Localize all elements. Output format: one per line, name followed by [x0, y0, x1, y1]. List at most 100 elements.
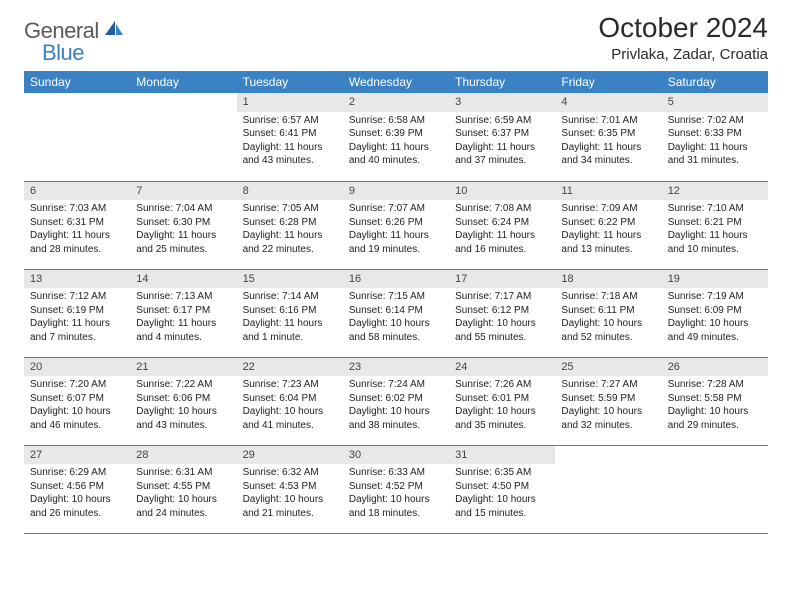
calendar-day-cell: 5Sunrise: 7:02 AMSunset: 6:33 PMDaylight… — [662, 93, 768, 181]
day-number: 5 — [662, 93, 768, 112]
calendar-day-cell: 1Sunrise: 6:57 AMSunset: 6:41 PMDaylight… — [237, 93, 343, 181]
sunset-line: Sunset: 6:19 PM — [30, 304, 124, 318]
calendar-day-cell: 3Sunrise: 6:59 AMSunset: 6:37 PMDaylight… — [449, 93, 555, 181]
weekday-header: Friday — [555, 71, 661, 93]
brand-name-b: Blue — [42, 40, 84, 65]
calendar-day-cell: 23Sunrise: 7:24 AMSunset: 6:02 PMDayligh… — [343, 357, 449, 445]
calendar-week-row: 1Sunrise: 6:57 AMSunset: 6:41 PMDaylight… — [24, 93, 768, 181]
sunset-line: Sunset: 6:22 PM — [561, 216, 655, 230]
sunset-line: Sunset: 6:16 PM — [243, 304, 337, 318]
calendar-day-cell: 28Sunrise: 6:31 AMSunset: 4:55 PMDayligh… — [130, 445, 236, 533]
weekday-header: Wednesday — [343, 71, 449, 93]
daylight-line: Daylight: 10 hours and 38 minutes. — [349, 405, 443, 432]
sunset-line: Sunset: 4:53 PM — [243, 480, 337, 494]
weekday-header: Monday — [130, 71, 236, 93]
calendar-week-row: 20Sunrise: 7:20 AMSunset: 6:07 PMDayligh… — [24, 357, 768, 445]
day-details: Sunrise: 7:14 AMSunset: 6:16 PMDaylight:… — [237, 288, 343, 348]
day-details: Sunrise: 6:57 AMSunset: 6:41 PMDaylight:… — [237, 112, 343, 172]
sunrise-line: Sunrise: 7:14 AM — [243, 290, 337, 304]
day-number: 3 — [449, 93, 555, 112]
day-number: 30 — [343, 446, 449, 465]
sunrise-line: Sunrise: 7:08 AM — [455, 202, 549, 216]
sunrise-line: Sunrise: 6:59 AM — [455, 114, 549, 128]
sunset-line: Sunset: 6:04 PM — [243, 392, 337, 406]
calendar-table: SundayMondayTuesdayWednesdayThursdayFrid… — [24, 71, 768, 534]
sunrise-line: Sunrise: 7:23 AM — [243, 378, 337, 392]
day-details: Sunrise: 7:15 AMSunset: 6:14 PMDaylight:… — [343, 288, 449, 348]
daylight-line: Daylight: 10 hours and 49 minutes. — [668, 317, 762, 344]
daylight-line: Daylight: 11 hours and 31 minutes. — [668, 141, 762, 168]
day-number: 7 — [130, 182, 236, 201]
sunrise-line: Sunrise: 7:20 AM — [30, 378, 124, 392]
calendar-body: 1Sunrise: 6:57 AMSunset: 6:41 PMDaylight… — [24, 93, 768, 533]
calendar-day-cell: 8Sunrise: 7:05 AMSunset: 6:28 PMDaylight… — [237, 181, 343, 269]
daylight-line: Daylight: 10 hours and 41 minutes. — [243, 405, 337, 432]
day-details: Sunrise: 7:12 AMSunset: 6:19 PMDaylight:… — [24, 288, 130, 348]
day-details: Sunrise: 7:28 AMSunset: 5:58 PMDaylight:… — [662, 376, 768, 436]
daylight-line: Daylight: 10 hours and 21 minutes. — [243, 493, 337, 520]
sunset-line: Sunset: 6:39 PM — [349, 127, 443, 141]
sunrise-line: Sunrise: 7:05 AM — [243, 202, 337, 216]
calendar-day-cell: 31Sunrise: 6:35 AMSunset: 4:50 PMDayligh… — [449, 445, 555, 533]
day-details: Sunrise: 7:01 AMSunset: 6:35 PMDaylight:… — [555, 112, 661, 172]
title-block: October 2024 Privlaka, Zadar, Croatia — [598, 12, 768, 63]
sunset-line: Sunset: 4:52 PM — [349, 480, 443, 494]
day-number: 22 — [237, 358, 343, 377]
day-details: Sunrise: 7:03 AMSunset: 6:31 PMDaylight:… — [24, 200, 130, 260]
daylight-line: Daylight: 10 hours and 32 minutes. — [561, 405, 655, 432]
sunrise-line: Sunrise: 7:13 AM — [136, 290, 230, 304]
calendar-day-cell: 4Sunrise: 7:01 AMSunset: 6:35 PMDaylight… — [555, 93, 661, 181]
day-number: 8 — [237, 182, 343, 201]
sunrise-line: Sunrise: 7:22 AM — [136, 378, 230, 392]
sunrise-line: Sunrise: 7:15 AM — [349, 290, 443, 304]
sunset-line: Sunset: 4:55 PM — [136, 480, 230, 494]
calendar-day-cell: 22Sunrise: 7:23 AMSunset: 6:04 PMDayligh… — [237, 357, 343, 445]
day-details: Sunrise: 7:08 AMSunset: 6:24 PMDaylight:… — [449, 200, 555, 260]
day-details: Sunrise: 7:07 AMSunset: 6:26 PMDaylight:… — [343, 200, 449, 260]
brand-name-b-wrap: Blue — [24, 40, 84, 66]
sunrise-line: Sunrise: 6:32 AM — [243, 466, 337, 480]
calendar-empty-cell — [662, 445, 768, 533]
daylight-line: Daylight: 10 hours and 24 minutes. — [136, 493, 230, 520]
sunrise-line: Sunrise: 7:18 AM — [561, 290, 655, 304]
sunset-line: Sunset: 6:06 PM — [136, 392, 230, 406]
calendar-day-cell: 2Sunrise: 6:58 AMSunset: 6:39 PMDaylight… — [343, 93, 449, 181]
day-number: 18 — [555, 270, 661, 289]
sunset-line: Sunset: 6:28 PM — [243, 216, 337, 230]
day-details: Sunrise: 7:13 AMSunset: 6:17 PMDaylight:… — [130, 288, 236, 348]
calendar-day-cell: 11Sunrise: 7:09 AMSunset: 6:22 PMDayligh… — [555, 181, 661, 269]
sunrise-line: Sunrise: 6:31 AM — [136, 466, 230, 480]
day-details: Sunrise: 7:10 AMSunset: 6:21 PMDaylight:… — [662, 200, 768, 260]
day-details: Sunrise: 7:17 AMSunset: 6:12 PMDaylight:… — [449, 288, 555, 348]
day-details: Sunrise: 7:04 AMSunset: 6:30 PMDaylight:… — [130, 200, 236, 260]
sunset-line: Sunset: 6:37 PM — [455, 127, 549, 141]
sunset-line: Sunset: 6:11 PM — [561, 304, 655, 318]
day-details: Sunrise: 7:18 AMSunset: 6:11 PMDaylight:… — [555, 288, 661, 348]
daylight-line: Daylight: 10 hours and 29 minutes. — [668, 405, 762, 432]
sunrise-line: Sunrise: 7:07 AM — [349, 202, 443, 216]
day-details: Sunrise: 7:19 AMSunset: 6:09 PMDaylight:… — [662, 288, 768, 348]
sunrise-line: Sunrise: 6:57 AM — [243, 114, 337, 128]
day-number: 21 — [130, 358, 236, 377]
sunset-line: Sunset: 6:33 PM — [668, 127, 762, 141]
day-number: 27 — [24, 446, 130, 465]
day-details: Sunrise: 6:59 AMSunset: 6:37 PMDaylight:… — [449, 112, 555, 172]
day-number: 15 — [237, 270, 343, 289]
day-number: 9 — [343, 182, 449, 201]
day-details: Sunrise: 7:09 AMSunset: 6:22 PMDaylight:… — [555, 200, 661, 260]
day-details: Sunrise: 7:22 AMSunset: 6:06 PMDaylight:… — [130, 376, 236, 436]
day-number: 4 — [555, 93, 661, 112]
day-details: Sunrise: 7:26 AMSunset: 6:01 PMDaylight:… — [449, 376, 555, 436]
daylight-line: Daylight: 11 hours and 4 minutes. — [136, 317, 230, 344]
calendar-day-cell: 25Sunrise: 7:27 AMSunset: 5:59 PMDayligh… — [555, 357, 661, 445]
day-number: 13 — [24, 270, 130, 289]
sunrise-line: Sunrise: 7:17 AM — [455, 290, 549, 304]
sunset-line: Sunset: 6:35 PM — [561, 127, 655, 141]
sunrise-line: Sunrise: 7:04 AM — [136, 202, 230, 216]
calendar-day-cell: 30Sunrise: 6:33 AMSunset: 4:52 PMDayligh… — [343, 445, 449, 533]
daylight-line: Daylight: 10 hours and 46 minutes. — [30, 405, 124, 432]
calendar-day-cell: 17Sunrise: 7:17 AMSunset: 6:12 PMDayligh… — [449, 269, 555, 357]
daylight-line: Daylight: 11 hours and 10 minutes. — [668, 229, 762, 256]
day-details: Sunrise: 7:27 AMSunset: 5:59 PMDaylight:… — [555, 376, 661, 436]
sunset-line: Sunset: 6:12 PM — [455, 304, 549, 318]
